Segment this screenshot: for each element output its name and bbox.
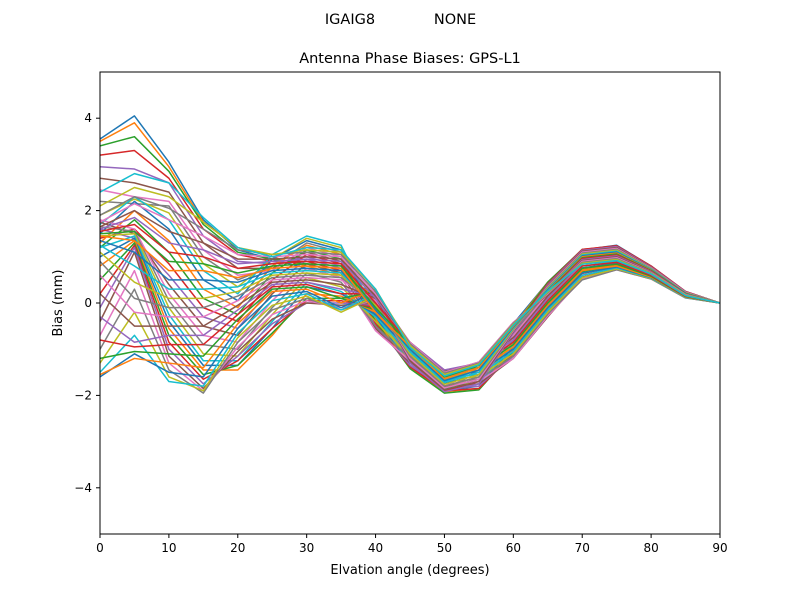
series-line-36 [100,246,720,391]
x-tick-label: 20 [230,541,245,555]
x-tick-label: 30 [299,541,314,555]
series-line-38 [100,248,720,387]
x-tick-label: 10 [161,541,176,555]
y-tick-label: 2 [84,204,92,218]
x-tick-label: 0 [96,541,104,555]
x-tick-label: 50 [437,541,452,555]
series-line-50 [100,172,720,377]
plot-area [100,72,720,534]
suptitle-right: NONE [434,12,476,28]
x-tick-label: 40 [368,541,383,555]
y-tick-label: −4 [74,481,92,495]
y-axis-label: Bias (mm) [51,270,66,337]
series-line-39 [100,249,720,386]
suptitle-left: IGAIG8 [325,12,375,28]
series-line-48 [100,195,720,374]
x-tick-label: 80 [643,541,658,555]
series-line-37 [100,247,720,389]
x-tick-label: 90 [712,541,727,555]
chart-title: Antenna Phase Biases: GPS-L1 [299,51,521,67]
series-line-40 [100,244,720,384]
series-line-49 [100,186,720,376]
y-tick-label: 0 [84,296,92,310]
x-axis-ticks: 0 10 20 30 40 50 60 70 80 90 [96,534,728,555]
y-tick-label: −2 [74,388,92,402]
x-tick-label: 70 [575,541,590,555]
y-axis-ticks: −4 −2 0 2 4 [74,111,100,495]
series-layer [100,115,720,394]
x-tick-label: 60 [506,541,521,555]
series-line-41 [100,239,720,382]
series-line-35 [100,245,720,393]
series-line-47 [100,202,720,374]
y-tick-label: 4 [84,111,92,125]
x-axis-label: Elvation angle (degrees) [330,563,489,578]
